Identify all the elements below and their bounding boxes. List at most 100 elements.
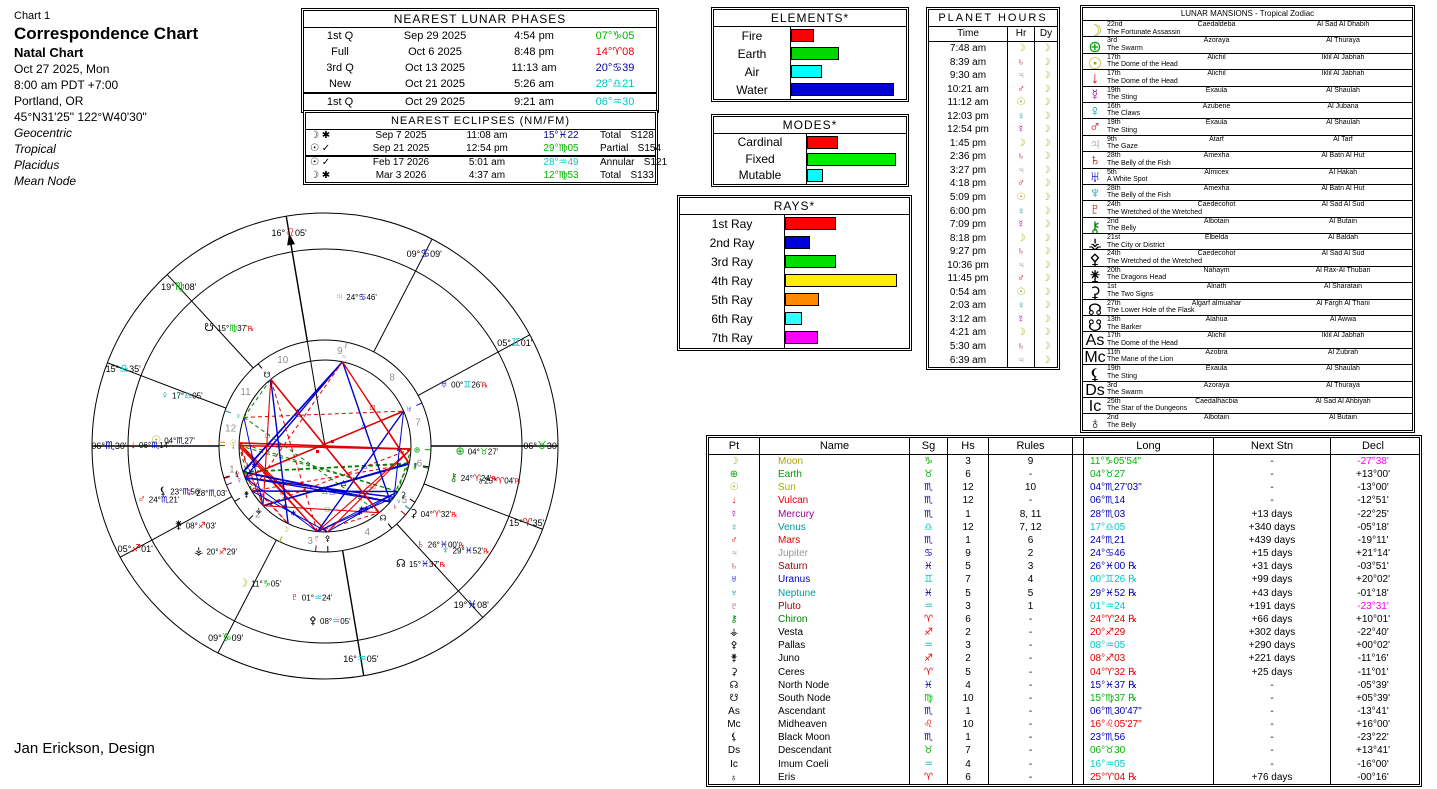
planet-name: Pluto bbox=[759, 599, 909, 613]
mansion-name-arabic: Al Baldah bbox=[1328, 234, 1358, 242]
natal-wheel: 06°♏30' 05°♐01' 09°♑09' 16°♒05' 19°♓08' 15°♈3… bbox=[91, 212, 559, 680]
house-number: 1 bbox=[229, 465, 235, 476]
planet-rules: - bbox=[988, 626, 1072, 640]
mansion-text: 3rd Azoraya Al Thuraya The Swarm bbox=[1107, 382, 1412, 397]
planet-declination: -05°18' bbox=[1330, 520, 1415, 534]
mansion-line1: 3rd Azoraya Al Thuraya bbox=[1107, 37, 1412, 44]
planet-row: Mc Midheaven ♌ 10-16°♌05'27" - +16°00' bbox=[709, 718, 1419, 732]
house-cusp-lines bbox=[92, 216, 558, 676]
hour-time: 10:36 pm bbox=[947, 259, 989, 271]
mansion-ordinal: 17th bbox=[1107, 70, 1121, 78]
mansion-ordinal: 17th bbox=[1107, 332, 1121, 340]
eclipse-row: ☉ ✓ Feb 17 2026 5:01 am 28°♒49 Annular S121 bbox=[306, 155, 667, 170]
planet-glyph: ☋ bbox=[709, 692, 759, 705]
aspect-glyph: □ bbox=[370, 404, 375, 411]
mansion-text: 19th Exaula Al Shaulah The Sting bbox=[1107, 365, 1412, 380]
planet-house: 5 bbox=[947, 560, 988, 574]
saturn-icon: ♄ bbox=[1017, 341, 1025, 353]
aspect-line bbox=[244, 477, 289, 525]
eclipse-type: Total bbox=[600, 130, 622, 141]
nnode-wheel-label: ☊ 15°♓37'℞ bbox=[396, 558, 446, 570]
lunar-phase-row: 1st Q Oct 29 2025 9:21 am 06°♒30 bbox=[304, 92, 656, 110]
mansion-name-latin: Alahua bbox=[1205, 316, 1228, 324]
planet-sign: ♒ bbox=[909, 639, 947, 653]
jupiter-wheel-label: ♃ 24°♋46' bbox=[335, 291, 377, 303]
planet-house: 10 bbox=[947, 691, 988, 705]
aspect-glyph: □ bbox=[265, 433, 270, 440]
vesta-icon: ⚶ bbox=[729, 627, 739, 639]
planet-rules: - bbox=[988, 744, 1072, 758]
hour-time: 10:21 am bbox=[947, 83, 989, 95]
planet-rules: - bbox=[988, 678, 1072, 692]
moon-icon: ☽ bbox=[1041, 327, 1051, 339]
moon-icon: ☽ bbox=[1041, 354, 1051, 366]
setting-zodiac: Tropical bbox=[14, 142, 56, 156]
day-ruler: ☽ bbox=[1034, 42, 1057, 56]
spacer bbox=[1072, 652, 1083, 666]
planet-rules: 4 bbox=[988, 573, 1072, 587]
mansion-ordinal: 16th bbox=[1107, 102, 1121, 110]
ic-icon: Ic bbox=[730, 758, 738, 770]
planet-house: 10 bbox=[947, 718, 988, 732]
aspect-glyph: □ bbox=[280, 489, 285, 496]
planet-row: ☽ Moon ♑ 3 9 11°♑05'54" - -27°38' bbox=[709, 455, 1419, 469]
mansion-name-arabic: Iklil Al Jabhah bbox=[1321, 332, 1365, 340]
mansion-name-arabic: Al Batn Al Hut bbox=[1321, 184, 1365, 192]
eclipse-saros: S133 bbox=[630, 169, 654, 181]
spacer bbox=[1072, 665, 1083, 679]
planet-sign: ♏ bbox=[909, 494, 947, 508]
planet-sign: ♌ bbox=[909, 718, 947, 732]
aspect-line bbox=[262, 448, 412, 507]
planet-declination: +20°02' bbox=[1330, 573, 1415, 587]
mansion-ordinal: 5th bbox=[1107, 168, 1117, 176]
cusp-labels: 06°♏30' 05°♐01' 09°♑09' 16°♒05' 19°♓08' 15°♈3… bbox=[91, 227, 559, 665]
planet-glyph: ⚴ bbox=[709, 639, 759, 652]
planet-sign: ♑ bbox=[909, 455, 947, 469]
moon-icon: ☽ bbox=[1041, 110, 1051, 122]
mansion-name-arabic: Al Zubrah bbox=[1327, 348, 1359, 356]
moon-icon: ☽ bbox=[1016, 327, 1026, 339]
eclipse-kind-icon: ☽ ✱ bbox=[310, 169, 331, 181]
venus-icon: ♀ bbox=[1017, 110, 1025, 122]
dsc-icon: Ds bbox=[1085, 381, 1105, 397]
mansion-name-latin: Azobra bbox=[1205, 348, 1228, 356]
mansion-epithet: The Swarm bbox=[1107, 389, 1143, 397]
planet-house: 1 bbox=[947, 704, 988, 719]
juno-icon: ⚵ bbox=[730, 653, 738, 665]
eris-mark-icon: ♀ bbox=[412, 460, 418, 469]
aspect-glyph: □ bbox=[371, 483, 376, 490]
day-ruler: ☽ bbox=[1034, 177, 1057, 192]
mansion-row: Ic 25th Caedalhacbia Al Sad Al Ahbiyah The S… bbox=[1083, 396, 1412, 414]
planet-longitude: 26°♓00 ℞ bbox=[1083, 560, 1213, 574]
mansion-epithet: The Star of the Dungeons bbox=[1107, 405, 1188, 413]
planet-row: ⚸ Black Moon ♏ 1-23°♏56- -23°22' bbox=[709, 731, 1419, 745]
ceres-icon: ⚳ bbox=[730, 666, 738, 678]
spacer bbox=[1072, 599, 1083, 613]
venus-tick bbox=[224, 410, 231, 414]
ic-icon: Ic bbox=[1088, 397, 1102, 414]
eclipses-title: NEAREST ECLIPSES (NM/FM) bbox=[306, 113, 655, 130]
wheel-planet-marks: ☉↓⚸♂☿♀⚵⚶☽♇ ⚴☊♄♆⚳⚷♀⊕♅♃☋ bbox=[218, 342, 431, 552]
pallas-mark-icon: ⚴ bbox=[325, 534, 331, 543]
moon-wheel-label: ☽ 11°♑05' bbox=[238, 577, 281, 589]
spacer bbox=[1072, 757, 1083, 771]
planet-declination: +21°14' bbox=[1330, 547, 1415, 561]
vesta-tick bbox=[248, 515, 254, 520]
rays-label: 7th Ray bbox=[711, 331, 753, 345]
planets-table-body: ☽ Moon ♑ 3 9 11°♑05'54" - -27°38' ⊕ Earth ♉ 6-04°♉2… bbox=[709, 455, 1419, 784]
hour-time: 5:09 pm bbox=[949, 192, 987, 204]
mansion-epithet: A White Spot bbox=[1107, 176, 1148, 184]
planet-name: Moon bbox=[759, 455, 909, 469]
day-ruler: ☽ bbox=[1034, 69, 1057, 83]
neptune-wheel-label: ♆ 29°♓52'℞ bbox=[441, 544, 489, 556]
day-ruler: ☽ bbox=[1034, 272, 1057, 286]
planet-rules: 5 bbox=[988, 586, 1072, 600]
mansion-planet: ♆ bbox=[1083, 185, 1107, 200]
cusp-label: 05°♐01' bbox=[118, 543, 154, 555]
vesta-mark-icon: ⚶ bbox=[255, 506, 262, 515]
day-ruler: ☽ bbox=[1034, 258, 1057, 273]
planet-house: 12 bbox=[947, 481, 988, 495]
planet-name: North Node bbox=[759, 678, 909, 692]
planet-row: ☋ South Node ♍ 10-15°♍37 ℞ - +05°39' bbox=[709, 691, 1419, 705]
planet-house: 5 bbox=[947, 586, 988, 600]
